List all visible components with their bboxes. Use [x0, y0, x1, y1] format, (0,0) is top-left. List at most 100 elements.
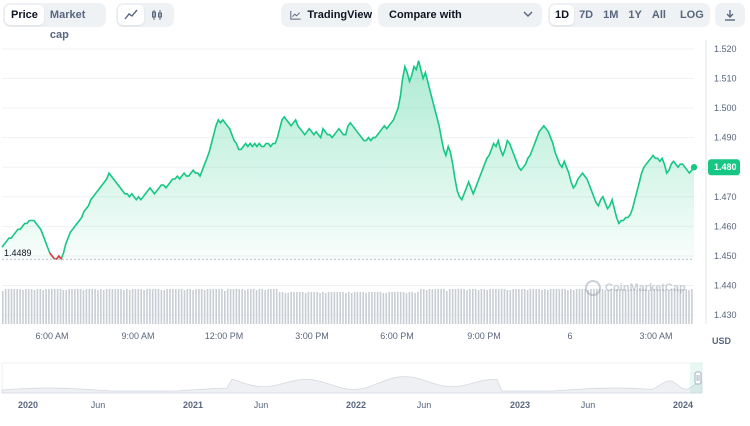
- volume-bar: [189, 289, 191, 324]
- range-1d[interactable]: 1D: [550, 5, 575, 25]
- navigator-label: Jun: [581, 400, 596, 410]
- x-axis: 6:00 AM 9:00 AM 12:00 PM 3:00 PM 6:00 PM 9:00…: [35, 331, 672, 341]
- volume-bar: [128, 290, 131, 324]
- x-tick-label: 3:00 PM: [295, 331, 329, 341]
- volume-bar: [25, 289, 27, 324]
- volume-bar: [296, 292, 298, 324]
- volume-bar: [146, 289, 148, 324]
- range-7d[interactable]: 7D: [579, 9, 594, 21]
- volume-bar: [596, 289, 598, 324]
- volume-bar: [492, 289, 494, 324]
- volume-bar: [241, 289, 243, 324]
- volume-bar: [221, 289, 223, 324]
- volume-bar: [195, 289, 197, 324]
- volume-bar: [645, 289, 647, 324]
- tab-price[interactable]: Price: [5, 5, 44, 25]
- navigator-label: 2021: [183, 400, 203, 410]
- log-scale-toggle[interactable]: LOG: [679, 9, 704, 21]
- volume-bar: [679, 289, 682, 324]
- volume-bar: [570, 289, 572, 324]
- volume-bar: [561, 289, 563, 324]
- volume-bar: [388, 292, 390, 324]
- volume-bar: [264, 290, 266, 324]
- volume-bar: [85, 289, 88, 324]
- volume-bar: [250, 289, 252, 324]
- tradingview-button[interactable]: TradingView: [281, 3, 372, 27]
- candlestick-icon[interactable]: [144, 5, 170, 25]
- volume-bar: [630, 289, 633, 324]
- volume-bar: [665, 289, 667, 324]
- volume-bar: [572, 290, 575, 324]
- volume-bar: [175, 289, 177, 324]
- price-chart[interactable]: 1.4489 1.520 1.510 1.500 1.490 1.480 1.470 1.4…: [0, 40, 750, 426]
- volume-bar: [151, 289, 154, 324]
- volume-bar: [428, 289, 431, 324]
- range-all[interactable]: All: [651, 9, 666, 21]
- volume-bar: [495, 289, 497, 324]
- volume-bar: [134, 289, 137, 324]
- volume-bar: [327, 292, 330, 324]
- chart-toolbar: Price Market cap TradingView Compare wit…: [0, 3, 750, 41]
- chevron-down-icon: [523, 11, 533, 18]
- volume-bar: [172, 289, 174, 324]
- current-price-value: 1.480: [714, 162, 737, 172]
- volume-bar: [434, 289, 437, 324]
- volume-bar: [218, 289, 220, 324]
- volume-bar: [322, 292, 324, 324]
- volume-bar: [212, 289, 215, 324]
- volume-bar: [275, 289, 278, 324]
- volume-bar: [587, 290, 589, 324]
- volume-bar: [278, 292, 281, 324]
- volume-bar: [215, 289, 217, 324]
- volume-bar: [183, 290, 186, 324]
- volume-bar: [290, 292, 292, 324]
- range-1y[interactable]: 1Y: [628, 9, 642, 21]
- volume-bar: [94, 289, 96, 324]
- x-tick-label: 3:00 AM: [639, 331, 672, 341]
- volume-bar: [555, 289, 558, 324]
- volume-bar: [682, 289, 685, 324]
- y-tick-label: 1.510: [714, 73, 737, 83]
- volume-bar: [650, 289, 653, 324]
- current-price-tag: [708, 159, 740, 176]
- volume-bar: [258, 289, 261, 324]
- volume-bar: [324, 293, 327, 324]
- volume-bar: [111, 289, 114, 324]
- volume-bar: [420, 289, 422, 324]
- volume-bar: [120, 289, 122, 324]
- volume-bar: [362, 292, 364, 324]
- volume-bar: [604, 290, 607, 324]
- volume-bar: [486, 290, 488, 324]
- range-1m[interactable]: 1M: [603, 9, 619, 21]
- volume-bar: [391, 292, 393, 324]
- download-button[interactable]: [715, 3, 745, 27]
- navigator-handle[interactable]: [694, 371, 702, 385]
- volume-bar: [82, 290, 85, 324]
- volume-bar: [281, 292, 284, 324]
- volume-bar: [425, 290, 428, 324]
- volume-bar: [506, 290, 509, 324]
- volume-bar: [544, 289, 546, 324]
- navigator-label: 2020: [18, 400, 38, 410]
- volume-bar: [607, 290, 610, 324]
- volume-bar: [10, 289, 13, 324]
- volume-bar: [143, 290, 145, 324]
- volume-bar: [503, 289, 506, 324]
- volume-bar: [451, 289, 454, 324]
- volume-bar: [601, 289, 604, 324]
- compare-with-select[interactable]: Compare with: [378, 3, 542, 27]
- volume-bar: [624, 289, 627, 324]
- download-icon: [725, 10, 735, 21]
- x-tick-label: 9:00 AM: [121, 331, 154, 341]
- volume-bar: [448, 289, 451, 324]
- volume-bar: [613, 289, 615, 324]
- volume-bar: [558, 289, 561, 324]
- tab-market-cap[interactable]: Market cap: [49, 9, 86, 41]
- volume-bar: [497, 289, 500, 324]
- volume-bar: [316, 292, 318, 324]
- volume-bar: [307, 292, 310, 324]
- range-navigator[interactable]: [1, 362, 703, 394]
- volume-bar: [163, 290, 166, 324]
- x-tick-label: 6: [567, 331, 572, 341]
- line-chart-icon[interactable]: [118, 5, 144, 25]
